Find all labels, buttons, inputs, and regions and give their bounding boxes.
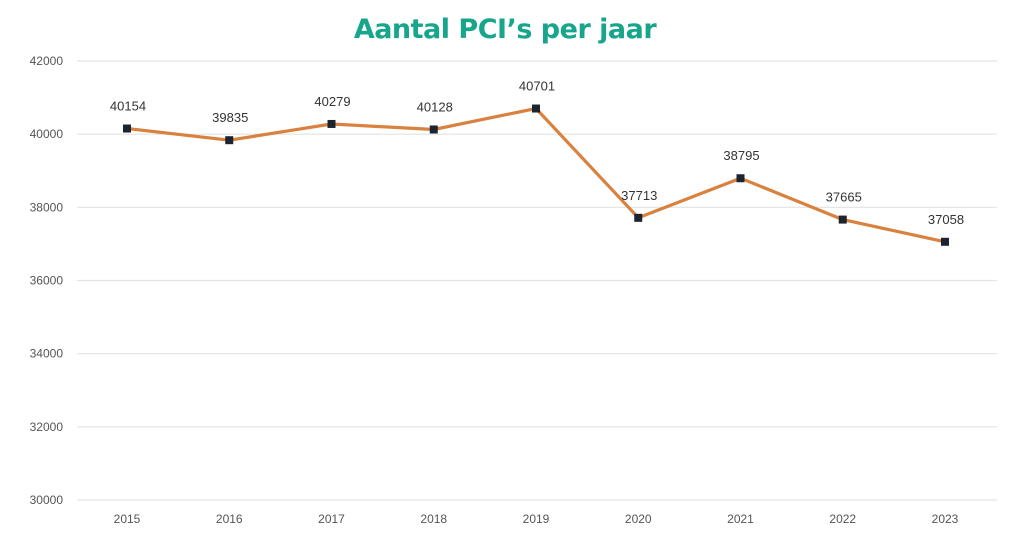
y-tick-label: 32000 — [30, 420, 64, 434]
y-axis-ticks: 30000 32000 34000 36000 38000 40000 42000 — [30, 54, 64, 507]
x-tick-label: 2019 — [523, 512, 550, 526]
data-label: 37665 — [826, 190, 862, 205]
data-point-marker — [736, 174, 745, 183]
data-point-marker — [225, 136, 234, 145]
data-label: 38795 — [723, 148, 759, 163]
data-point-marker — [532, 104, 540, 113]
x-axis-ticks: 2015 2016 2017 2018 2019 2020 2021 2022 2023 — [114, 512, 959, 526]
data-label: 40279 — [314, 94, 350, 109]
data-point-marker — [634, 213, 643, 222]
data-label: 40154 — [110, 99, 146, 114]
y-tick-label: 38000 — [30, 200, 64, 214]
data-point-marker — [327, 119, 336, 128]
chart-title: Aantal PCI’s per jaar — [353, 14, 657, 45]
x-tick-label: 2018 — [420, 512, 447, 526]
data-point-marker — [123, 124, 131, 133]
series-line-group — [125, 106, 947, 244]
data-label: 37713 — [621, 188, 657, 203]
data-labels: 40154 39835 40279 40128 40701 37713 38795 37665… — [110, 79, 964, 227]
data-point-marker — [941, 237, 949, 246]
x-tick-label: 2015 — [114, 512, 141, 526]
data-label: 37058 — [928, 212, 964, 227]
x-tick-label: 2017 — [318, 512, 345, 526]
data-point-marker — [838, 215, 847, 224]
data-point-marker — [429, 125, 438, 134]
x-tick-label: 2023 — [932, 512, 959, 526]
data-label: 40128 — [417, 99, 453, 114]
y-tick-label: 40000 — [30, 127, 64, 141]
data-label: 39835 — [212, 110, 248, 125]
y-tick-label: 30000 — [30, 493, 64, 507]
data-label: 40701 — [519, 79, 555, 94]
x-tick-label: 2022 — [829, 512, 856, 526]
markers — [123, 104, 949, 246]
y-tick-label: 34000 — [30, 347, 64, 361]
y-tick-label: 42000 — [30, 54, 64, 68]
x-tick-label: 2020 — [625, 512, 652, 526]
x-tick-label: 2016 — [216, 512, 243, 526]
gridlines — [77, 60, 997, 501]
series-line — [125, 106, 947, 244]
y-tick-label: 36000 — [30, 274, 64, 288]
x-tick-label: 2021 — [727, 512, 754, 526]
